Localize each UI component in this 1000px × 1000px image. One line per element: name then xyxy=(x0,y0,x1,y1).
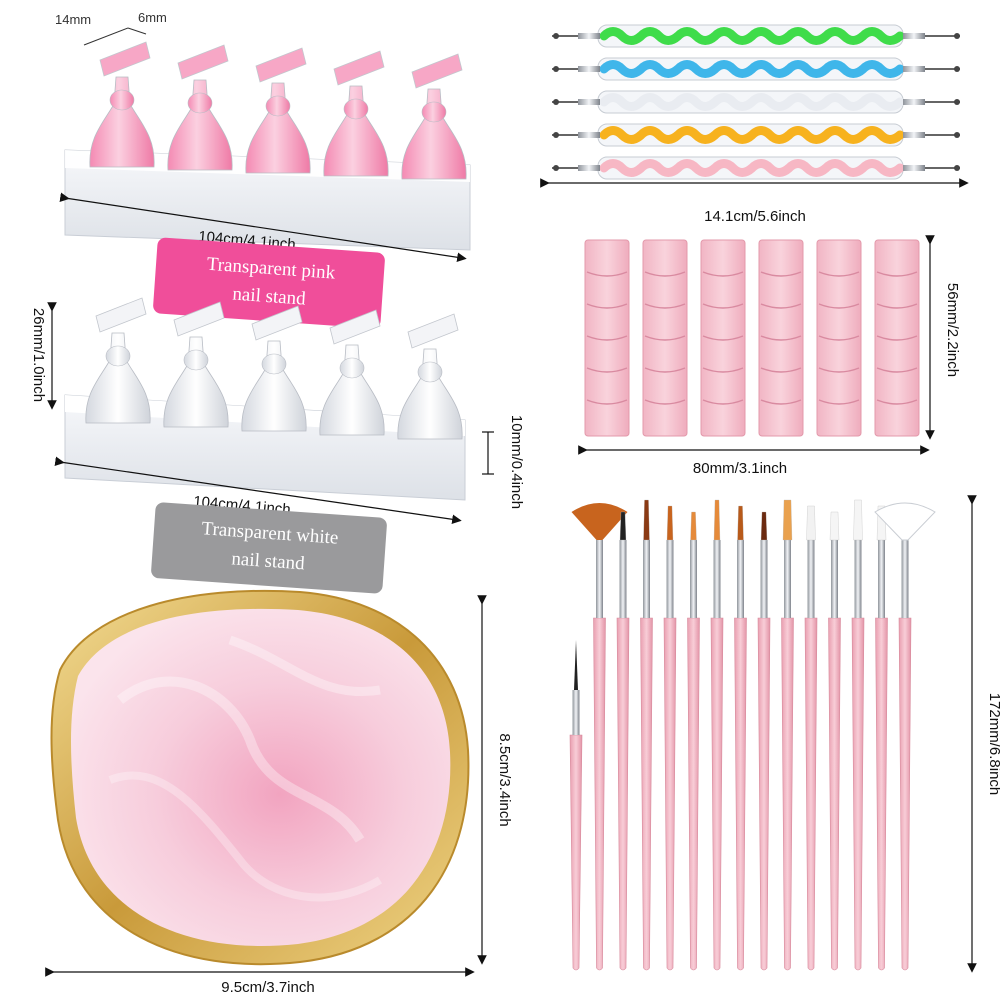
white-length-dim xyxy=(54,456,462,525)
nail-art-brushes: 172mm/6.8inch xyxy=(569,495,1000,973)
pink-top-depth-label: 6mm xyxy=(138,10,167,25)
nail-brush xyxy=(875,505,888,971)
nail-brush xyxy=(804,505,818,971)
dotting-pen xyxy=(552,156,960,180)
white-height-label: 26mm/1.0inch xyxy=(30,308,47,402)
pink-nail-stand: 14mm 6mm 104cm/4.1inch Transparent pink … xyxy=(55,10,471,329)
holder-strip xyxy=(642,239,688,437)
white-depth-label: 10mm/0.4inch xyxy=(508,415,525,509)
pink-top-width-dim xyxy=(83,27,129,46)
stand-holder xyxy=(323,50,389,177)
stand-holder xyxy=(163,301,229,428)
nail-brush xyxy=(663,505,677,971)
nail-brush xyxy=(874,502,936,971)
white-nail-stand: 26mm/1.0inch 10mm/0.4inch 104cm/4.1inch … xyxy=(30,297,525,594)
holder-strip xyxy=(816,239,862,437)
pink-length-dim xyxy=(59,192,467,263)
nail-brush xyxy=(781,499,794,971)
dotting-pen xyxy=(552,24,960,48)
stand-holder xyxy=(167,44,233,171)
nail-brush xyxy=(569,640,583,971)
nail-brush xyxy=(616,511,630,971)
white-stand-badge: Transparent white nail stand xyxy=(151,502,387,594)
holder-strip xyxy=(584,239,630,437)
nail-brush xyxy=(687,511,700,971)
nail-brush xyxy=(571,503,628,971)
pens-length-label: 14.1cm/5.6inch xyxy=(704,208,806,225)
dotting-pen xyxy=(552,57,960,81)
nail-brush xyxy=(757,511,771,971)
stand-holder xyxy=(319,309,385,436)
holder-strip xyxy=(874,239,920,437)
stand-holder xyxy=(401,53,467,180)
strips-width-label: 80mm/3.1inch xyxy=(693,460,787,477)
nail-brush xyxy=(828,511,841,971)
strips-height-label: 56mm/2.2inch xyxy=(944,283,961,377)
stand-holder xyxy=(89,41,155,168)
brushes-length-label: 172mm/6.8inch xyxy=(986,693,1000,796)
gold-rim-palette: 8.5cm/3.4inch 9.5cm/3.7inch xyxy=(45,589,513,996)
holder-strip xyxy=(700,239,746,437)
nail-brush xyxy=(851,499,865,971)
nail-brush xyxy=(710,499,724,971)
svg-text:nail stand: nail stand xyxy=(232,284,307,310)
nail-brush xyxy=(640,499,653,971)
nail-brush xyxy=(734,505,747,971)
stand-holder xyxy=(397,313,463,440)
nail-holder-strips: 56mm/2.2inch 80mm/3.1inch xyxy=(578,235,961,477)
pink-top-width-label: 14mm xyxy=(55,12,91,27)
stand-holder xyxy=(245,47,311,174)
dotting-pens: 14.1cm/5.6inch xyxy=(540,24,969,225)
holder-strip xyxy=(758,239,804,437)
dotting-pen xyxy=(552,123,960,147)
palette-height-label: 8.5cm/3.4inch xyxy=(496,733,513,826)
dotting-pen xyxy=(552,90,960,114)
svg-text:nail stand: nail stand xyxy=(231,548,306,574)
stand-holder xyxy=(85,297,151,424)
stand-holder xyxy=(241,305,307,432)
palette-width-label: 9.5cm/3.7inch xyxy=(221,979,314,996)
